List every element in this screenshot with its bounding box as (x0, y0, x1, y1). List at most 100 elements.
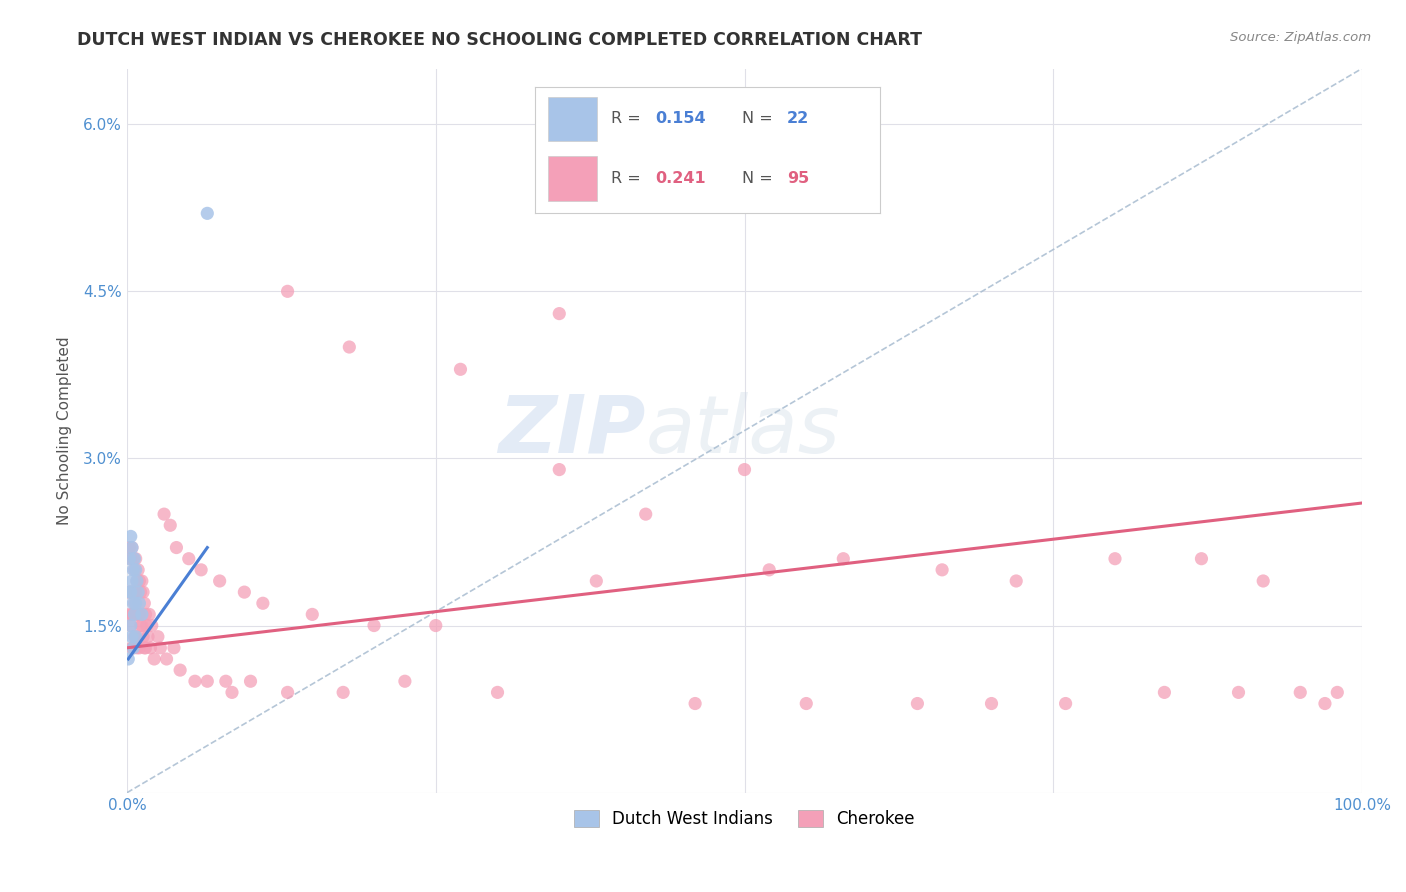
Point (905, 697, 928, 711)
Point (277, 285, 299, 299)
Point (252, 596, 274, 610)
Point (1227, 685, 1250, 699)
Point (332, 685, 354, 699)
Point (131, 607, 153, 622)
Point (450, 362, 472, 376)
Point (159, 518, 181, 533)
Point (127, 585, 149, 599)
Point (124, 607, 146, 622)
Point (122, 551, 145, 566)
Point (132, 630, 155, 644)
Point (124, 630, 146, 644)
Point (121, 640, 143, 655)
Point (135, 640, 157, 655)
Point (125, 607, 148, 622)
Point (195, 674, 218, 689)
Point (122, 596, 145, 610)
Point (734, 151, 756, 165)
Point (1326, 685, 1348, 699)
Point (121, 574, 143, 588)
Point (120, 529, 142, 543)
Y-axis label: No Schooling Completed: No Schooling Completed (58, 336, 72, 524)
Point (301, 607, 323, 622)
Point (141, 618, 163, 632)
Point (118, 551, 141, 566)
Point (277, 685, 299, 699)
Point (195, 206, 218, 220)
Point (1005, 574, 1028, 588)
Point (425, 618, 447, 632)
Point (129, 618, 152, 632)
Point (122, 640, 145, 655)
Point (1251, 574, 1274, 588)
Point (337, 340, 360, 354)
Point (169, 663, 191, 677)
Point (135, 607, 157, 622)
Point (131, 618, 153, 632)
Point (128, 574, 150, 588)
Point (221, 685, 243, 699)
Point (127, 607, 149, 622)
Point (122, 607, 145, 622)
Point (1104, 551, 1126, 566)
Point (215, 674, 238, 689)
Point (163, 640, 186, 655)
Point (794, 697, 817, 711)
Point (1313, 697, 1336, 711)
Point (120, 585, 142, 599)
Point (125, 574, 148, 588)
Point (832, 551, 855, 566)
Point (734, 462, 756, 476)
Point (117, 652, 139, 666)
Point (122, 640, 145, 655)
Text: Source: ZipAtlas.com: Source: ZipAtlas.com (1230, 31, 1371, 45)
Point (165, 541, 187, 555)
Point (149, 640, 172, 655)
Point (239, 674, 262, 689)
Point (1153, 685, 1175, 699)
Point (124, 585, 146, 599)
Point (486, 685, 509, 699)
Point (548, 462, 571, 476)
Point (155, 652, 177, 666)
Point (124, 551, 146, 566)
Point (683, 697, 706, 711)
Point (124, 596, 146, 610)
Point (931, 563, 953, 577)
Point (121, 607, 143, 622)
Point (118, 607, 141, 622)
Point (120, 618, 142, 632)
Point (124, 563, 146, 577)
Point (128, 640, 150, 655)
Point (1191, 551, 1213, 566)
Point (1054, 697, 1077, 711)
Point (177, 551, 200, 566)
Point (120, 585, 142, 599)
Point (120, 551, 142, 566)
Point (125, 640, 148, 655)
Point (132, 585, 155, 599)
Text: DUTCH WEST INDIAN VS CHEROKEE NO SCHOOLING COMPLETED CORRELATION CHART: DUTCH WEST INDIAN VS CHEROKEE NO SCHOOLI… (77, 31, 922, 49)
Point (118, 541, 141, 555)
Point (117, 585, 139, 599)
Point (634, 507, 657, 521)
Point (125, 574, 148, 588)
Point (120, 618, 142, 632)
Point (363, 618, 385, 632)
Point (758, 563, 780, 577)
Text: ZIP: ZIP (498, 392, 645, 469)
Legend: Dutch West Indians, Cherokee: Dutch West Indians, Cherokee (568, 804, 922, 835)
Point (153, 507, 176, 521)
Point (124, 596, 146, 610)
Point (124, 551, 146, 566)
Point (136, 630, 159, 644)
Point (124, 563, 146, 577)
Point (127, 563, 149, 577)
Point (138, 607, 160, 622)
Point (134, 596, 156, 610)
Point (128, 596, 150, 610)
Point (139, 640, 162, 655)
Point (118, 585, 141, 599)
Point (121, 541, 143, 555)
Point (143, 652, 166, 666)
